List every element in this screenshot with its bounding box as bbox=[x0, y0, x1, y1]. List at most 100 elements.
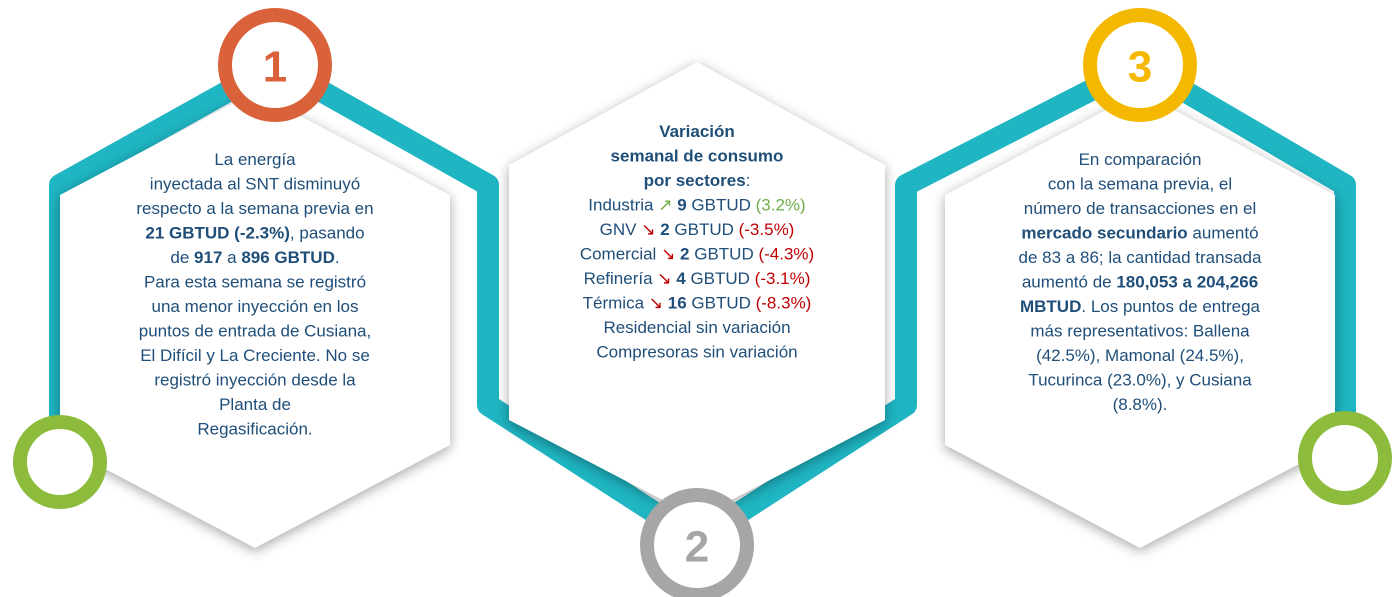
panel-text-line: (42.5%), Mamonal (24.5%), bbox=[1036, 346, 1244, 365]
panel-text-line: de 83 a 86; la cantidad transada bbox=[1019, 248, 1262, 267]
panel-text-line: MBTUD. Los puntos de entrega bbox=[1020, 297, 1261, 316]
text-run: mercado secundario bbox=[1021, 224, 1187, 243]
badge-number: 2 bbox=[685, 523, 709, 572]
text-run: 917 bbox=[194, 248, 222, 267]
text-run: 896 GBTUD bbox=[241, 248, 335, 267]
text-run: 180,053 a 204,266 bbox=[1116, 273, 1258, 292]
text-run: El Difícil y La Creciente. No se bbox=[140, 346, 370, 365]
text-run: GBTUD bbox=[687, 294, 756, 313]
text-run: aumentó bbox=[1188, 224, 1259, 243]
panel-text-line: una menor inyección en los bbox=[152, 297, 359, 316]
text-run: Compresoras sin variación bbox=[596, 343, 797, 362]
badge-3 bbox=[1083, 8, 1197, 122]
panel-text-line: 21 GBTUD (-2.3%), pasando bbox=[145, 224, 364, 243]
panel-2-hexagon bbox=[509, 62, 885, 518]
text-run: una menor inyección en los bbox=[152, 297, 359, 316]
text-run: Térmica bbox=[583, 294, 649, 313]
panel-3-hexagon bbox=[945, 92, 1335, 548]
panel-text-line: respecto a la semana previa en bbox=[136, 199, 373, 218]
text-run: por sectores bbox=[644, 171, 746, 190]
text-run: (-3.5%) bbox=[739, 220, 795, 239]
text-run: ↘ bbox=[649, 294, 663, 313]
text-run: respecto a la semana previa en bbox=[136, 199, 373, 218]
ring-right bbox=[1298, 411, 1392, 505]
panel-text-line: Refinería ↘ 4 GBTUD (-3.1%) bbox=[584, 269, 811, 288]
text-run: Para esta semana se registró bbox=[144, 273, 366, 292]
badge-1-fill bbox=[237, 27, 313, 103]
panel-text-line: con la semana previa, el bbox=[1048, 175, 1232, 194]
text-run: (42.5%), Mamonal (24.5%), bbox=[1036, 346, 1244, 365]
text-run: (-3.1%) bbox=[755, 269, 811, 288]
text-run: GBTUD bbox=[687, 196, 756, 215]
panel-text-line: Industria ↗ 9 GBTUD (3.2%) bbox=[588, 196, 805, 215]
text-run: : bbox=[746, 171, 751, 190]
panel-text-line: número de transacciones en el bbox=[1024, 199, 1256, 218]
badge-number: 1 bbox=[263, 43, 287, 92]
text-run: Industria bbox=[588, 196, 658, 215]
panel-text-line: semanal de consumo bbox=[611, 147, 784, 166]
panel-text-line: Regasificación. bbox=[197, 420, 312, 439]
text-run: (-4.3%) bbox=[758, 245, 814, 264]
text-run: 9 bbox=[672, 196, 686, 215]
panel-text-line: de 917 a 896 GBTUD. bbox=[170, 248, 339, 267]
text-run: (3.2%) bbox=[756, 196, 806, 215]
text-run: 4 bbox=[672, 269, 687, 288]
panel-text-line: Planta de bbox=[219, 395, 291, 414]
panel-text-line: Compresoras sin variación bbox=[596, 343, 797, 362]
text-run: Regasificación. bbox=[197, 420, 312, 439]
text-run: 16 bbox=[663, 294, 687, 313]
panel-text-line: más representativos: Ballena bbox=[1030, 322, 1250, 341]
text-run: ↘ bbox=[641, 220, 655, 239]
text-run: Variación bbox=[659, 122, 735, 141]
text-run: MBTUD bbox=[1020, 297, 1081, 316]
text-run: ↘ bbox=[661, 245, 675, 264]
panel-text-line: La energía bbox=[214, 150, 296, 169]
panel-text-line: puntos de entrada de Cusiana, bbox=[139, 322, 372, 341]
panel-text-line: aumentó de 180,053 a 204,266 bbox=[1022, 273, 1258, 292]
text-run: GNV bbox=[600, 220, 642, 239]
panel-text-line: (8.8%). bbox=[1113, 395, 1168, 414]
text-run: . bbox=[335, 248, 340, 267]
text-run: registró inyección desde la bbox=[154, 371, 356, 390]
text-run: puntos de entrada de Cusiana, bbox=[139, 322, 372, 341]
text-run: , pasando bbox=[290, 224, 365, 243]
text-run: aumentó de bbox=[1022, 273, 1117, 292]
text-run: más representativos: Ballena bbox=[1030, 322, 1250, 341]
text-run: a bbox=[222, 248, 241, 267]
panel-text-line: GNV ↘ 2 GBTUD (-3.5%) bbox=[600, 220, 795, 239]
text-run: GBTUD bbox=[690, 245, 759, 264]
text-run: Residencial sin variación bbox=[603, 318, 790, 337]
panel-text-line: En comparación bbox=[1079, 150, 1202, 169]
text-run: La energía bbox=[214, 150, 296, 169]
panel-text-line: Térmica ↘ 16 GBTUD (-8.3%) bbox=[583, 294, 812, 313]
panel-text-line: por sectores: bbox=[644, 171, 751, 190]
badge-number: 3 bbox=[1128, 43, 1152, 92]
text-run: de 83 a 86; la cantidad transada bbox=[1019, 248, 1262, 267]
text-run: número de transacciones en el bbox=[1024, 199, 1256, 218]
text-run: ↘ bbox=[657, 269, 671, 288]
text-run: 2 bbox=[655, 220, 669, 239]
panel-text-line: mercado secundario aumentó bbox=[1021, 224, 1258, 243]
text-run: (8.8%). bbox=[1113, 395, 1168, 414]
badge-2 bbox=[640, 488, 754, 597]
text-run: con la semana previa, el bbox=[1048, 175, 1232, 194]
text-run: Planta de bbox=[219, 395, 291, 414]
panel-text-line: Para esta semana se registró bbox=[144, 273, 366, 292]
text-run: GBTUD bbox=[670, 220, 739, 239]
panel-1-hexagon bbox=[60, 92, 450, 548]
text-run: Refinería bbox=[584, 269, 658, 288]
text-run: . Los puntos de entrega bbox=[1081, 297, 1260, 316]
ring-left bbox=[13, 415, 107, 509]
panel-text-line: Tucurinca (23.0%), y Cusiana bbox=[1028, 371, 1252, 390]
panel-text-line: registró inyección desde la bbox=[154, 371, 356, 390]
text-run: Comercial bbox=[580, 245, 661, 264]
text-run: 2 bbox=[675, 245, 689, 264]
text-run: ↗ bbox=[658, 196, 672, 215]
panel-text-line: inyectada al SNT disminuyó bbox=[150, 175, 360, 194]
panel-text-line: El Difícil y La Creciente. No se bbox=[140, 346, 370, 365]
panel-text-line: Comercial ↘ 2 GBTUD (-4.3%) bbox=[580, 245, 814, 264]
text-run: semanal de consumo bbox=[611, 147, 784, 166]
panel-text-line: Variación bbox=[659, 122, 735, 141]
text-run: 21 GBTUD (-2.3%) bbox=[145, 224, 290, 243]
